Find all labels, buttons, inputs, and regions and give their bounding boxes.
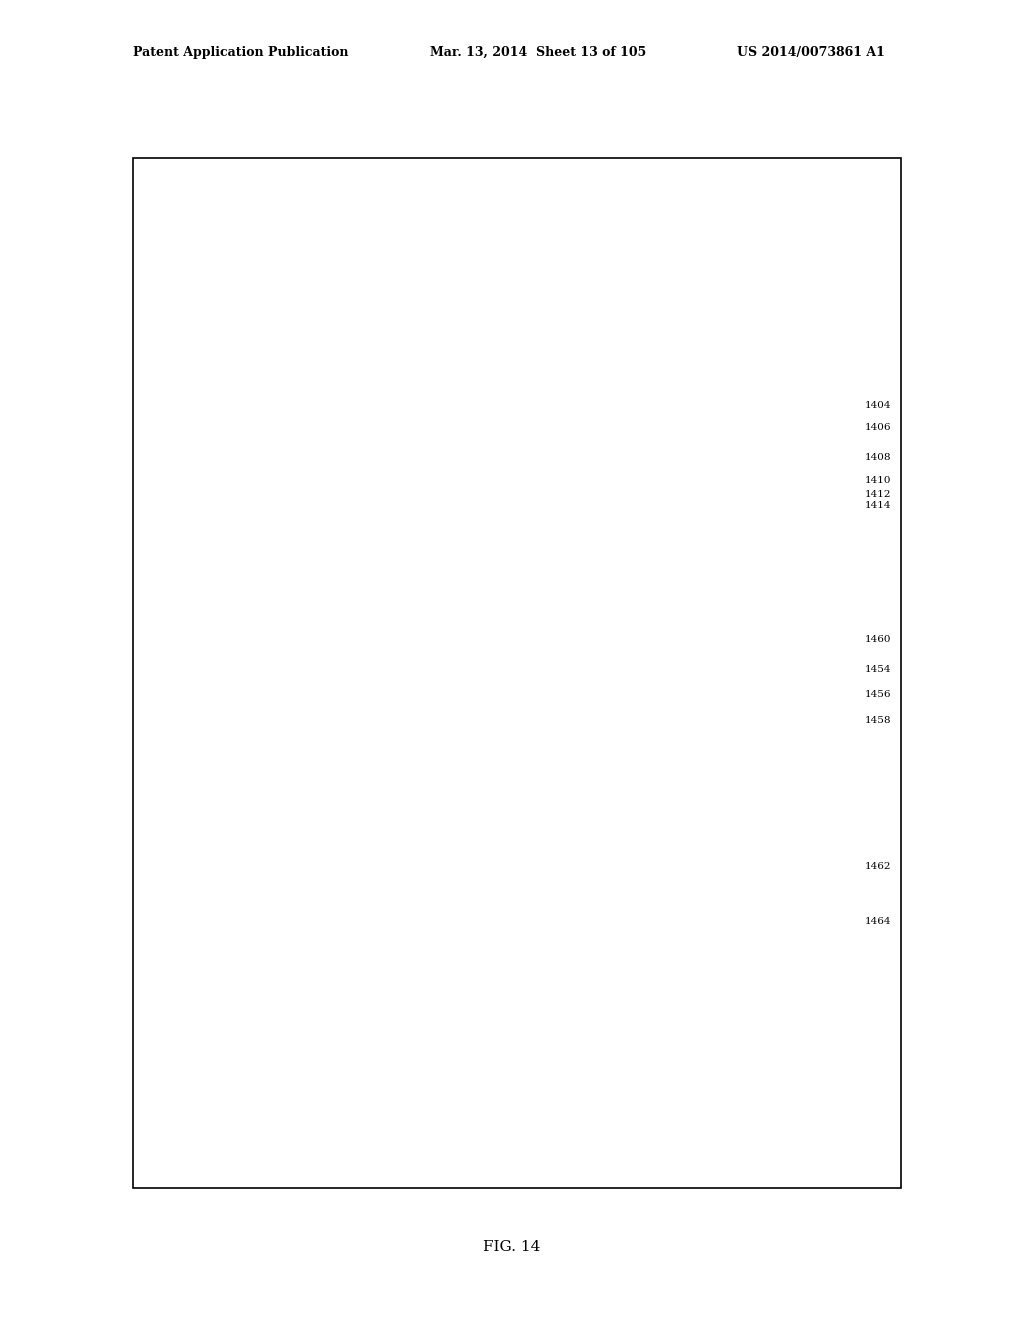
Text: Patent Application Publication: Patent Application Publication — [133, 46, 348, 59]
Text: US 2014/0073861 A1: US 2014/0073861 A1 — [737, 46, 885, 59]
Text: 1458: 1458 — [865, 715, 892, 725]
Text: 1406: 1406 — [865, 424, 892, 433]
Text: 1412: 1412 — [865, 490, 892, 499]
Text: 1454: 1454 — [865, 665, 892, 675]
Text: 1402: 1402 — [687, 244, 769, 277]
Text: 1404: 1404 — [865, 401, 892, 411]
Text: 1450: 1450 — [173, 579, 208, 593]
Text: Mar. 13, 2014  Sheet 13 of 105: Mar. 13, 2014 Sheet 13 of 105 — [430, 46, 646, 59]
Text: 1470: 1470 — [171, 982, 207, 997]
Text: 1460: 1460 — [865, 635, 892, 644]
Text: 1400: 1400 — [173, 202, 208, 216]
Text: 1452: 1452 — [511, 598, 573, 638]
Text: 1410: 1410 — [865, 477, 892, 484]
Text: 1464: 1464 — [865, 917, 892, 927]
Text: 1456: 1456 — [865, 690, 892, 700]
Text: 1408: 1408 — [865, 454, 892, 462]
Text: FIG. 14: FIG. 14 — [483, 1241, 541, 1254]
Text: 1480: 1480 — [560, 982, 596, 997]
Text: 1462: 1462 — [865, 862, 892, 871]
Text: 1472: 1472 — [208, 1081, 250, 1114]
Text: 1414: 1414 — [865, 502, 892, 510]
Text: 1482: 1482 — [751, 1011, 779, 1027]
